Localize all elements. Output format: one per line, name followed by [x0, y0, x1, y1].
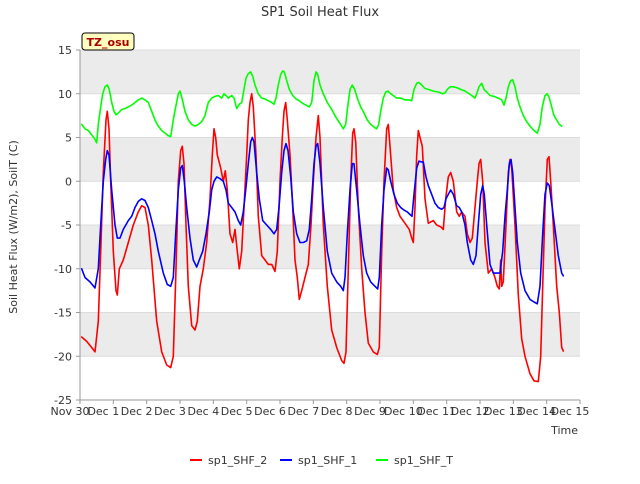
- legend: sp1_SHF_2 sp1_SHF_1 sp1_SHF_T: [190, 454, 453, 467]
- x-axis-label: Time: [550, 424, 578, 437]
- legend-label: sp1_SHF_T: [394, 454, 453, 467]
- y-tick-label: -20: [54, 350, 72, 363]
- y-tick-label: 10: [58, 88, 72, 101]
- series-lines: [80, 70, 565, 383]
- legend-label: sp1_SHF_2: [208, 454, 267, 467]
- x-tick-label: Dec 15: [551, 405, 590, 418]
- legend-item-sp1_SHF_T: sp1_SHF_T: [376, 454, 453, 467]
- chart-title: SP1 Soil Heat Flux: [261, 5, 379, 20]
- x-tick-label: Nov 30: [51, 405, 90, 418]
- y-tick-label: -5: [61, 219, 72, 232]
- x-tick-label: Dec 14: [517, 405, 556, 418]
- y-tick-label: -15: [54, 307, 72, 320]
- x-tick-label: Dec 13: [484, 405, 523, 418]
- x-tick-label: Dec 8: [321, 405, 353, 418]
- x-tick-label: Dec 12: [451, 405, 490, 418]
- y-tick-label: 0: [65, 175, 72, 188]
- y-tick-label: 15: [58, 44, 72, 57]
- series-line-sp1_SHF_1: [80, 136, 565, 305]
- series-line-sp1_SHF_2: [80, 93, 565, 383]
- y-axis-label: Soil Heat Flux (W/m2), SoilT (C): [7, 140, 20, 313]
- x-tick-label: Dec 10: [384, 405, 423, 418]
- station-badge-box: [81, 32, 135, 51]
- station-badge-label: TZ_osu: [87, 36, 130, 49]
- legend-item-sp1_SHF_1: sp1_SHF_1: [280, 454, 357, 467]
- legend-label: sp1_SHF_1: [298, 454, 357, 467]
- x-tick-label: Dec 3: [154, 405, 186, 418]
- x-tick-label: Dec 1: [87, 405, 119, 418]
- station-badge: TZ_osu: [81, 32, 135, 51]
- y-tick-label: 5: [65, 132, 72, 145]
- x-tick-label: Dec 6: [254, 405, 286, 418]
- y-tick-label: -25: [54, 394, 72, 407]
- x-tick-label: Dec 2: [121, 405, 153, 418]
- x-tick-label: Dec 4: [187, 405, 219, 418]
- axes: [76, 49, 581, 404]
- y-tick-label: -10: [54, 263, 72, 276]
- x-tick-label: Dec 9: [354, 405, 386, 418]
- series-line-sp1_SHF_T: [80, 70, 563, 144]
- x-tick-label: Dec 11: [417, 405, 456, 418]
- grid-band: [80, 137, 580, 182]
- legend-item-sp1_SHF_2: sp1_SHF_2: [190, 454, 267, 467]
- x-tick-label: Dec 5: [221, 405, 253, 418]
- x-tick-label: Dec 7: [287, 405, 319, 418]
- grid-band: [80, 50, 580, 94]
